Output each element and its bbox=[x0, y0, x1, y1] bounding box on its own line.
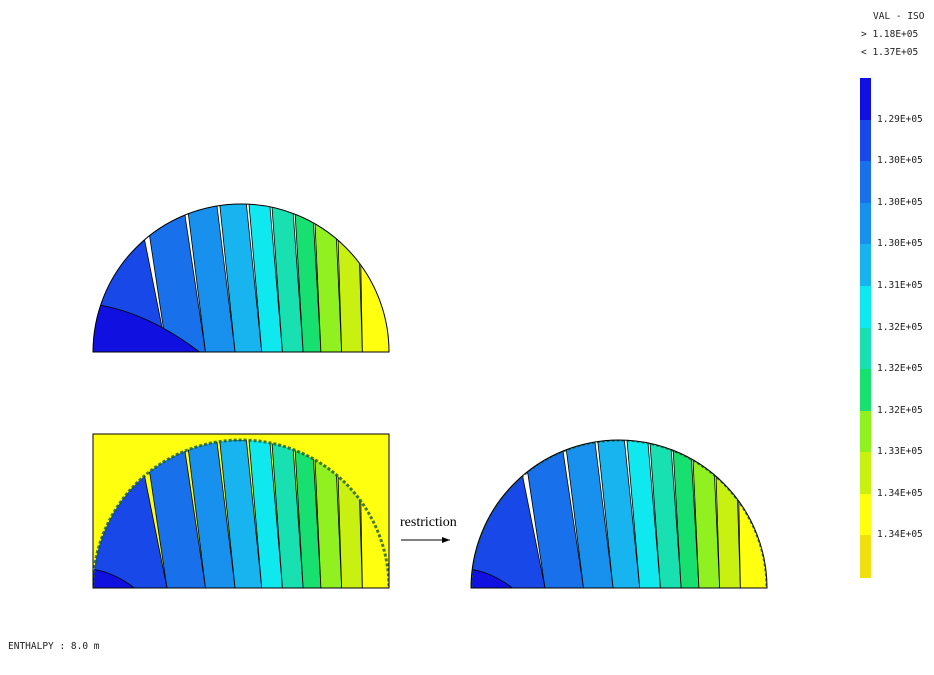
legend-swatch bbox=[860, 493, 871, 537]
legend-level-label: 1.32E+05 bbox=[877, 363, 923, 375]
legend-swatch bbox=[860, 78, 871, 121]
legend-level-label: 1.29E+05 bbox=[877, 113, 923, 125]
top-half-disk-plot bbox=[92, 203, 390, 353]
legend-level-label: 1.32E+05 bbox=[877, 404, 923, 416]
legend-level-label: 1.30E+05 bbox=[877, 238, 923, 250]
legend-level-label: 1.30E+05 bbox=[877, 155, 923, 167]
legend-min-label: < 1.37E+05 bbox=[861, 47, 919, 58]
legend-level-label: 1.34E+05 bbox=[877, 487, 923, 499]
bottom-right-half-disk-plot bbox=[470, 439, 768, 589]
legend-swatch bbox=[860, 369, 871, 412]
restriction-arrow bbox=[401, 537, 450, 543]
legend-max-label: > 1.18E+05 bbox=[861, 29, 919, 40]
legend-header: VAL - ISO bbox=[873, 11, 925, 22]
legend-swatch bbox=[860, 202, 871, 246]
legend-swatch bbox=[860, 119, 871, 163]
footer-label: ENTHALPY : 8.0 m bbox=[8, 641, 100, 652]
legend-level-label: 1.30E+05 bbox=[877, 196, 923, 208]
legend-swatch bbox=[860, 285, 871, 329]
legend-level-label: 1.33E+05 bbox=[877, 446, 923, 458]
legend-swatch bbox=[860, 161, 871, 204]
legend-swatch bbox=[860, 410, 871, 454]
bottom-left-rect-plot bbox=[92, 433, 390, 589]
legend-level-label: 1.34E+05 bbox=[877, 529, 923, 541]
legend-swatch bbox=[860, 327, 871, 371]
legend-swatch bbox=[860, 244, 871, 287]
arrow-label: restriction bbox=[400, 515, 457, 530]
legend-swatch bbox=[860, 535, 871, 578]
legend-level-label: 1.31E+05 bbox=[877, 279, 923, 291]
legend-level-label: 1.32E+05 bbox=[877, 321, 923, 333]
legend-swatch bbox=[860, 452, 871, 495]
